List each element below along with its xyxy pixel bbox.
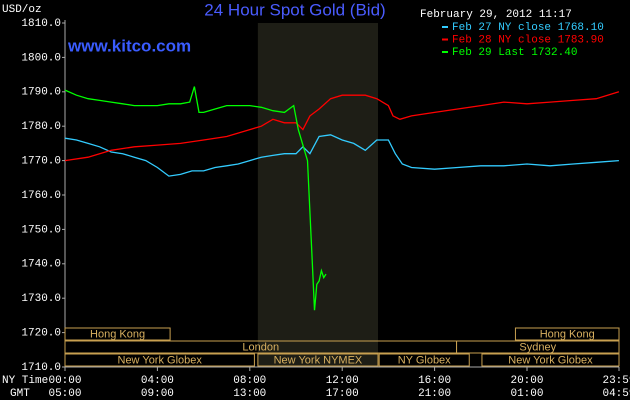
legend-label: Feb 29 Last 1732.40 (452, 47, 577, 59)
x2-axis-label: GMT (10, 388, 30, 400)
y-tick-label: 1810.0 (21, 18, 61, 30)
y-tick-label: 1790.0 (21, 87, 61, 99)
x-tick-label: 00:00 (48, 375, 81, 387)
x-tick-label: 08:00 (233, 375, 266, 387)
y-tick-label: 1750.0 (21, 224, 61, 236)
session-label: Hong Kong (540, 328, 595, 340)
session-label: New York Globex (508, 354, 593, 366)
x2-tick-label: 04:59 (602, 388, 630, 400)
x2-tick-label: 21:00 (418, 388, 451, 400)
x2-tick-label: 05:00 (48, 388, 81, 400)
y-tick-label: 1770.0 (21, 156, 61, 168)
price-line (64, 86, 327, 311)
session-label: NY Globex (398, 354, 451, 366)
x-tick-label: 20:00 (510, 375, 543, 387)
x-tick-label: 23:59 (602, 375, 630, 387)
session-shade (257, 23, 379, 367)
session-box (64, 327, 171, 341)
x2-tick-label: 17:00 (326, 388, 359, 400)
x-axis-label: NY Time (2, 375, 48, 387)
x2-tick-label: 01:00 (510, 388, 543, 400)
session-box (514, 327, 620, 341)
y-axis-label: USD/oz (2, 4, 42, 16)
session-label: Sydney (519, 341, 556, 353)
y-tick-label: 1760.0 (21, 190, 61, 202)
session-box (456, 340, 620, 354)
legend-label: Feb 27 NY close 1768.10 (452, 22, 604, 34)
price-line (64, 91, 620, 162)
x-tick-label: 16:00 (418, 375, 451, 387)
session-box (481, 353, 620, 367)
session-label: New York NYMEX (274, 354, 363, 366)
session-box (378, 353, 470, 367)
x2-tick-label: 13:00 (233, 388, 266, 400)
timestamp: February 29, 2012 11:17 (420, 9, 572, 21)
chart-title: 24 Hour Spot Gold (Bid) (204, 0, 385, 19)
x-tick-label: 12:00 (326, 375, 359, 387)
x-tick-label: 04:00 (141, 375, 174, 387)
y-tick-label: 1740.0 (21, 259, 61, 271)
y-tick-label: 1730.0 (21, 293, 61, 305)
y-tick-label: 1720.0 (21, 328, 61, 340)
y-tick-label: 1780.0 (21, 121, 61, 133)
watermark: www.kitco.com (67, 36, 191, 55)
y-tick-label: 1710.0 (21, 362, 61, 374)
session-label: London (242, 341, 279, 353)
session-label: Hong Kong (90, 328, 145, 340)
legend-label: Feb 28 NY close 1783.90 (452, 34, 604, 46)
price-line (64, 134, 619, 177)
y-tick-label: 1800.0 (21, 52, 61, 64)
session-box (64, 353, 255, 367)
x2-tick-label: 09:00 (141, 388, 174, 400)
session-box (257, 353, 379, 367)
session-label: New York Globex (118, 354, 203, 366)
